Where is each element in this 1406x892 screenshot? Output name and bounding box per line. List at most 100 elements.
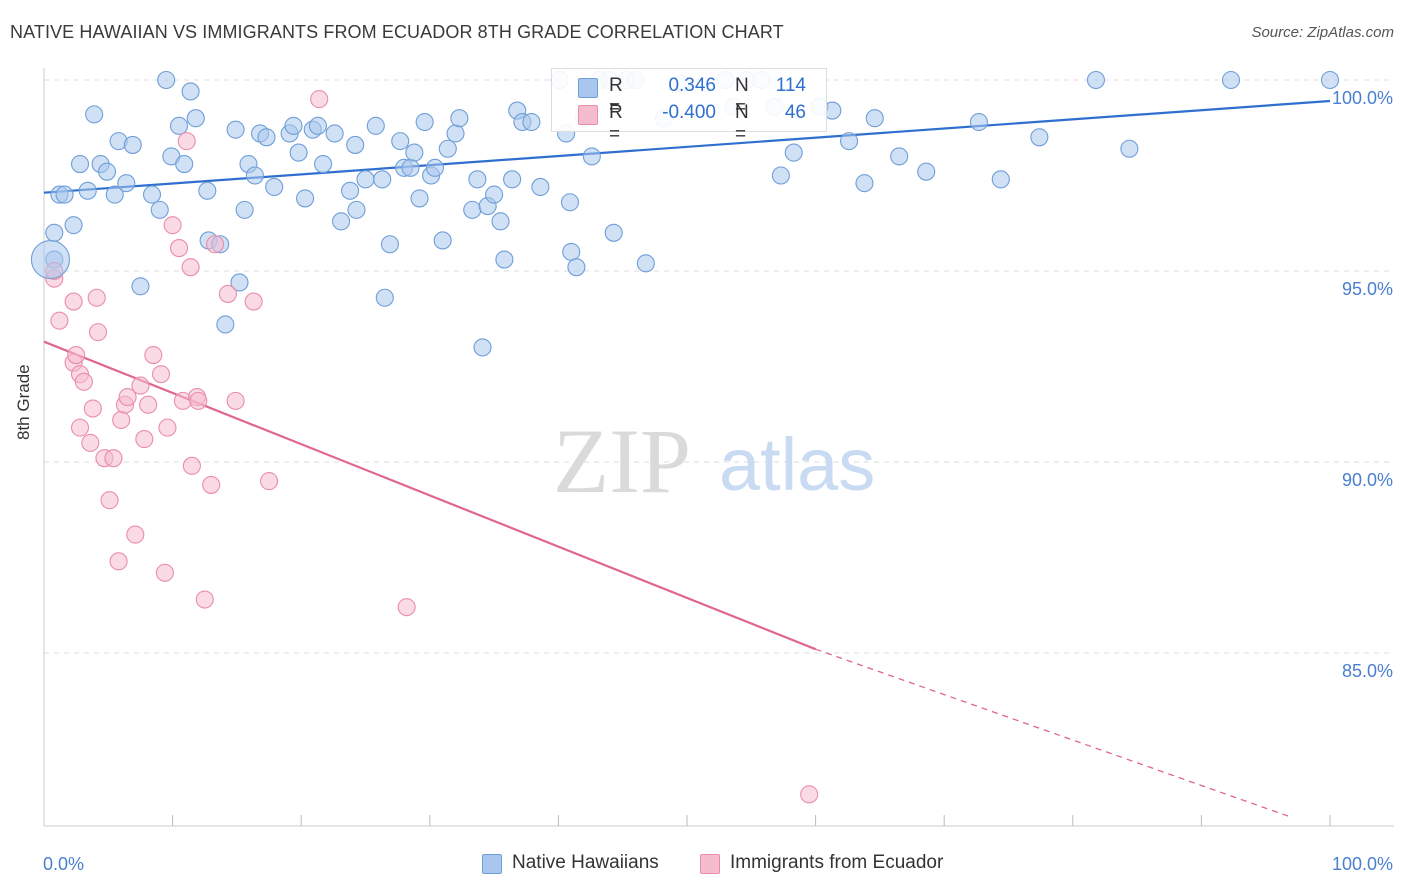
data-point-blue [582, 147, 601, 166]
y-axis-label: 8th Grade [14, 364, 33, 440]
data-point-pink [131, 376, 150, 395]
data-point-pink [189, 391, 208, 410]
data-point-blue [1221, 70, 1241, 90]
data-point-blue [401, 158, 420, 177]
data-point-blue [438, 139, 457, 158]
data-point-blue [341, 181, 360, 200]
data-point-blue [257, 128, 276, 147]
x-tick-label: 100.0% [1332, 854, 1393, 874]
data-point-pink [218, 284, 237, 303]
data-point-blue [865, 109, 884, 128]
data-point-pink [205, 235, 225, 254]
data-point-blue [265, 177, 284, 197]
data-point-blue [332, 212, 351, 231]
data-point-blue [784, 143, 803, 162]
chart-source: Source: ZipAtlas.com [1251, 24, 1394, 41]
x-tick-label: 0.0% [43, 854, 84, 874]
data-point-pink [169, 239, 189, 258]
data-point-blue [70, 154, 90, 174]
blue-swatch-icon [482, 854, 502, 874]
data-point-blue [567, 258, 586, 277]
blue-swatch-icon [578, 78, 598, 98]
trend-line-pink [43, 340, 817, 651]
data-point-blue [142, 185, 162, 204]
data-point-pink [126, 525, 145, 544]
y-tick-label: 100.0% [1332, 88, 1393, 108]
data-point-blue [415, 112, 434, 132]
data-point-pink [397, 598, 416, 617]
data-point-pink [800, 785, 819, 804]
data-point-blue [284, 116, 303, 135]
data-point-blue [560, 193, 580, 212]
data-point-blue [64, 216, 83, 235]
data-point-blue [314, 154, 333, 174]
data-point-pink [259, 472, 279, 491]
stats-legend: R = 0.346 N = 114 R = -0.400 N = 46 [551, 68, 827, 145]
data-point-pink [104, 449, 123, 468]
trend-line-pink-extension [815, 648, 1292, 818]
pink-swatch-icon [578, 105, 598, 125]
data-point-blue [157, 70, 176, 90]
data-point-pink [109, 552, 128, 571]
data-point-pink [112, 410, 131, 430]
data-point-blue [855, 174, 874, 193]
watermark-atlas: atlas [719, 423, 875, 506]
data-point-blue [373, 170, 392, 189]
n-label: N = [735, 75, 749, 118]
data-point-pink [155, 563, 174, 582]
data-point-pink [81, 433, 100, 452]
data-point-pink [70, 418, 90, 437]
data-point-pink [50, 311, 69, 330]
pink-swatch-icon [700, 854, 720, 874]
data-point-blue [433, 231, 452, 250]
data-point-pink [87, 288, 106, 307]
data-point-blue [97, 162, 117, 181]
series-legend: Native Hawaiians Immigrants from Ecuador [0, 852, 1406, 878]
data-point-blue [839, 132, 859, 151]
data-point-pink [88, 323, 108, 342]
data-point-blue [1086, 70, 1105, 90]
data-point-blue [522, 112, 541, 132]
r-value: 0.346 [668, 75, 716, 96]
data-point-blue [425, 158, 444, 177]
tick-labels: 85.0% 90.0% 95.0% 100.0% 0.0% 100.0% [43, 88, 1393, 874]
data-point-pink [100, 491, 119, 510]
y-tick-label: 95.0% [1342, 279, 1393, 299]
data-point-pink [163, 216, 182, 235]
data-point-blue [230, 273, 249, 292]
data-point-blue [1120, 139, 1139, 158]
data-point-pink [182, 456, 201, 475]
data-point-blue [356, 170, 375, 189]
data-point-blue [380, 235, 399, 254]
data-point-blue [131, 277, 150, 296]
data-point-pink [177, 132, 196, 151]
data-point-pink [74, 372, 93, 391]
data-point-blue-large [30, 239, 70, 280]
data-point-pink [195, 590, 214, 609]
data-point-blue [562, 242, 581, 261]
data-point-blue [491, 212, 510, 231]
data-point-blue [969, 112, 988, 132]
data-point-blue [636, 254, 655, 273]
data-point-blue [450, 109, 469, 128]
data-point-blue [245, 166, 264, 185]
data-point-blue [468, 170, 487, 189]
data-point-blue [485, 185, 504, 204]
data-point-blue [296, 189, 315, 208]
data-point-pink [151, 365, 171, 384]
y-tick-label: 85.0% [1342, 661, 1393, 681]
data-point-blue [346, 135, 365, 154]
data-point-blue [890, 147, 909, 166]
data-point-blue [1320, 70, 1340, 90]
data-point-blue [503, 170, 522, 189]
data-point-blue [105, 185, 124, 204]
n-value: 114 [775, 75, 806, 96]
data-point-blue [150, 200, 169, 219]
data-point-blue [235, 200, 254, 219]
data-point-blue [78, 181, 97, 200]
data-point-blue [226, 120, 245, 139]
gridlines [44, 79, 1394, 654]
data-point-blue [289, 143, 308, 162]
data-point-blue [117, 174, 136, 193]
